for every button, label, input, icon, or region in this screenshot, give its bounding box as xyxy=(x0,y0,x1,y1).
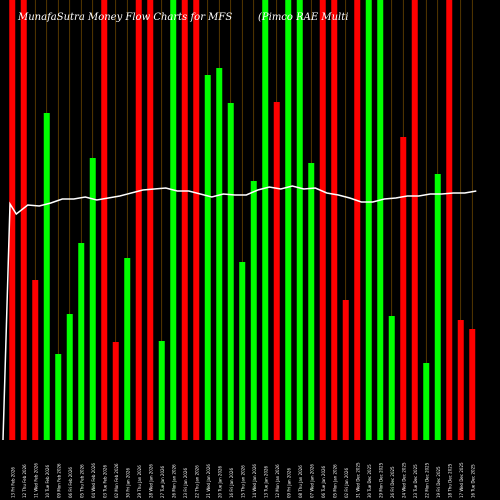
bar xyxy=(9,0,16,440)
x-tick-label: 29 Thu Jan 2026 xyxy=(137,465,142,498)
x-tick-label: 05 Mon Jan 2026 xyxy=(332,464,337,498)
x-tick-label: 23 Tue Dec 2025 xyxy=(413,464,418,498)
x-tick-label: 13 Tue Jan 2026 xyxy=(263,465,268,498)
x-tick-label: 06 Tue Jan 2026 xyxy=(321,465,326,498)
bar xyxy=(193,0,200,440)
x-tick-label: 23 Fri Jan 2026 xyxy=(183,468,188,498)
money-flow-line xyxy=(2,185,477,441)
bar xyxy=(135,0,142,440)
x-tick-label: 19 Fri Dec 2025 xyxy=(436,466,441,498)
x-tick-label: 04 Wed Feb 2026 xyxy=(91,463,96,498)
x-tick-label: 09 Mon Feb 2026 xyxy=(56,463,61,498)
x-tick-label: 18 Thu Dec 2025 xyxy=(447,463,452,498)
x-tick-label: 07 Wed Jan 2026 xyxy=(309,464,314,498)
bar xyxy=(411,0,418,440)
bar xyxy=(400,137,407,440)
x-tick-label: 31 Wed Dec 2025 xyxy=(355,462,360,498)
bar xyxy=(55,354,62,440)
x-tick-label: 30 Fri Jan 2026 xyxy=(125,468,130,498)
bar xyxy=(216,68,223,440)
bar xyxy=(66,314,73,440)
bar xyxy=(124,258,131,440)
x-tick-label: 16 Tue Dec 2025 xyxy=(470,464,475,498)
x-tick-label: 02 Fri Jan 2026 xyxy=(344,468,349,498)
bar xyxy=(89,158,96,440)
x-tick-label: 24 Wed Dec 2025 xyxy=(401,462,406,498)
bar xyxy=(204,75,211,440)
bar xyxy=(377,0,384,440)
bar xyxy=(354,0,361,440)
x-tick-label: 12 Mon Jan 2026 xyxy=(275,464,280,498)
bar-series xyxy=(9,0,476,440)
x-axis-tick-labels: 13 Fri Feb 2026 12 Thu Feb 2026 11 Wed Feb… xyxy=(10,462,475,498)
x-tick-label: 15 Thu Jan 2026 xyxy=(240,465,245,498)
bar xyxy=(423,363,430,440)
x-tick-label: 22 Thu Jan 2026 xyxy=(194,465,199,498)
bar xyxy=(457,320,464,440)
x-tick-label: 29 Mon Dec 2025 xyxy=(378,462,383,498)
bar xyxy=(285,0,292,440)
x-tick-label: 08 Thu Jan 2026 xyxy=(298,465,303,498)
bar xyxy=(446,0,453,440)
bar xyxy=(273,102,280,440)
bar xyxy=(32,280,39,440)
x-tick-label: 06 Fri Feb 2026 xyxy=(68,467,73,498)
x-tick-label: 05 Thu Feb 2026 xyxy=(79,464,84,498)
bar xyxy=(43,113,50,440)
x-tick-label: 16 Fri Jan 2026 xyxy=(229,468,234,498)
bar xyxy=(365,0,372,440)
x-tick-label: 26 Fri Dec 2025 xyxy=(390,466,395,498)
x-tick-label: 11 Wed Feb 2026 xyxy=(33,463,38,498)
chart-subtitle: (Pimco RAE Multi xyxy=(258,12,349,23)
bar xyxy=(319,0,326,440)
x-tick-label: 03 Tue Feb 2026 xyxy=(102,465,107,498)
x-tick-label: 22 Mon Dec 2025 xyxy=(424,462,429,498)
bar xyxy=(112,342,119,440)
x-tick-label: 02 Mon Feb 2026 xyxy=(114,463,119,498)
x-tick-label: 09 Fri Jan 2026 xyxy=(286,468,291,498)
x-tick-label: 17 Wed Dec 2025 xyxy=(459,462,464,498)
bar xyxy=(262,0,269,440)
bar xyxy=(181,0,188,440)
x-tick-label: 21 Wed Jan 2026 xyxy=(206,464,211,498)
bar xyxy=(78,243,85,440)
bar xyxy=(227,103,234,440)
x-tick-label: 28 Wed Jan 2026 xyxy=(148,464,153,498)
bar xyxy=(20,0,27,440)
x-tick-label: 12 Thu Feb 2026 xyxy=(22,464,27,498)
bar xyxy=(250,181,257,440)
bar xyxy=(239,262,246,440)
x-tick-label: 14 Wed Jan 2026 xyxy=(252,464,257,498)
x-tick-label: 13 Fri Feb 2026 xyxy=(10,467,15,498)
bar xyxy=(434,174,441,440)
bar xyxy=(331,0,338,440)
bar xyxy=(170,0,177,440)
bar xyxy=(101,0,108,440)
bar xyxy=(147,0,154,440)
x-tick-label: 20 Tue Jan 2026 xyxy=(217,465,222,498)
bar xyxy=(158,341,165,440)
x-tick-label: 30 Tue Dec 2025 xyxy=(367,464,372,498)
x-tick-label: 10 Tue Feb 2026 xyxy=(45,465,50,498)
bar xyxy=(469,329,476,440)
x-tick-label: 26 Mon Jan 2026 xyxy=(171,464,176,498)
chart-title: MunafaSutra Money Flow Charts for MFS xyxy=(18,12,233,23)
bar xyxy=(388,316,395,440)
bar xyxy=(296,0,303,440)
bar xyxy=(342,300,349,440)
x-tick-label: 27 Tue Jan 2026 xyxy=(160,465,165,498)
bar xyxy=(308,163,315,440)
